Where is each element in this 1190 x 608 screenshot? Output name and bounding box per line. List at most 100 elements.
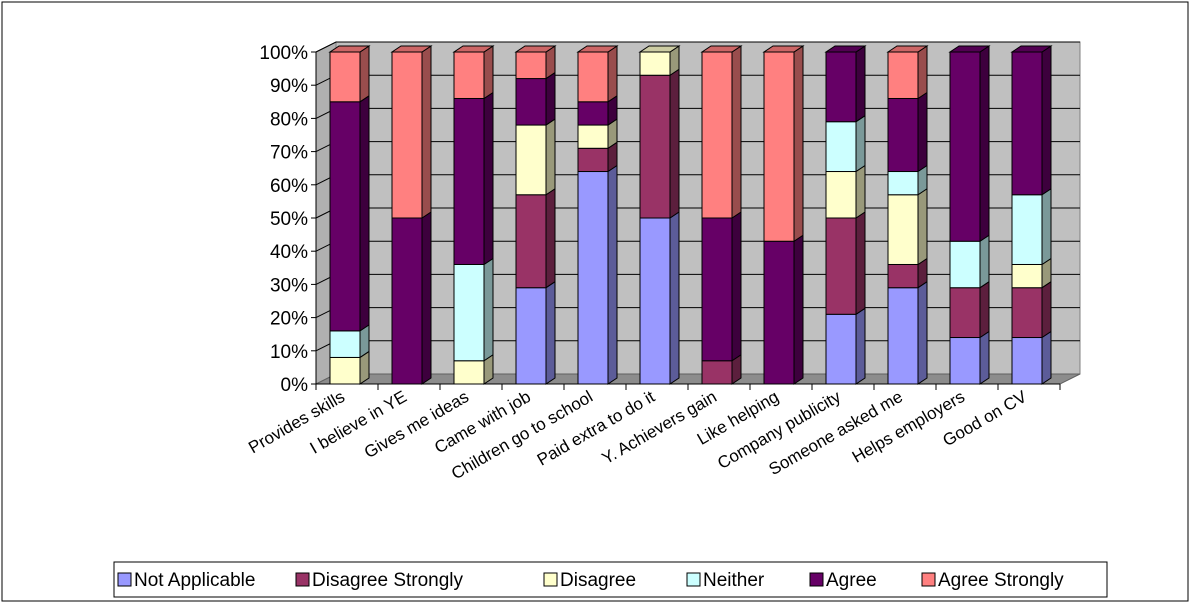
bar-segment [763,51,795,242]
bar-segment [887,263,919,289]
bar-segment [887,171,919,196]
bar-segment [577,147,609,173]
bar-segment [825,217,857,315]
bar-segment [887,194,919,265]
bar-side [1041,330,1052,385]
bar-side [545,118,556,196]
bar-side [855,307,866,385]
bar-side [979,234,990,289]
y-tick-label: 10% [270,342,308,363]
y-tick-label: 50% [270,209,308,230]
bar-segment [577,51,609,103]
bar-side [917,91,928,173]
bar-segment [1011,337,1043,385]
bar-segment [329,356,361,385]
legend-swatch [921,572,936,587]
y-axis: 0% 10% 20% 30% 40% 50% 60% 70% 80% 90% 100% [259,43,317,396]
bar-segment [515,124,547,196]
bar-segment [701,360,733,385]
bar-segment [701,217,733,362]
bar-side [607,164,618,385]
bar-segment [577,124,609,149]
bars [328,45,1053,385]
y-tick-label: 0% [281,375,309,396]
bar-segment [825,171,857,219]
bar-side [917,280,928,385]
bar-side [669,211,680,385]
y-tick-label: 20% [270,309,308,330]
bar-segment [763,240,795,385]
bar-top [514,45,557,53]
bar-segment [1011,51,1043,196]
y-tick-label: 60% [270,176,308,197]
bar-top [638,45,681,53]
bar-side [669,68,680,219]
bar-segment [453,263,485,362]
bar-segment [887,97,919,173]
bar-side [855,45,866,123]
bar-side [917,187,928,266]
bar-side [793,234,804,385]
bar-side [421,45,432,219]
bar-segment [1011,263,1043,289]
gridline [315,41,1080,53]
bar-side [1041,280,1052,339]
bar-segment [515,51,547,80]
bar-segment [887,287,919,385]
bar-segment [329,51,361,103]
legend-label: Neither [703,570,765,591]
bar-segment [701,51,733,219]
bar-side [607,45,618,103]
bar-segment [949,240,981,289]
bar-segment [329,101,361,332]
legend-label: Not Applicable [134,570,255,591]
bar-segment [577,171,609,385]
y-tick-label: 70% [270,143,308,164]
bar-top [576,45,619,53]
bar-segment [639,51,671,76]
bar-side [979,45,990,243]
bar-side [793,45,804,243]
bar-side [1041,45,1052,196]
bar-top [328,45,371,53]
bar-side [545,71,556,126]
bar-segment [453,360,485,385]
legend-swatch [295,572,310,587]
bar-top [886,45,929,53]
bar-segment [515,287,547,385]
bar-side [917,45,928,100]
bar-side [979,280,990,339]
bar-side [979,330,990,385]
bar-segment [1011,287,1043,339]
legend-box [113,561,1108,598]
bar-segment [453,51,485,99]
bar-top [948,45,991,53]
bar-segment [1011,194,1043,265]
bar-side [731,211,742,362]
y-tick-label: 30% [270,275,308,296]
bar-segment [329,330,361,358]
bar-side [421,211,432,385]
bar-side [1041,187,1052,266]
bar-segment [577,101,609,126]
bar-segment [949,51,981,242]
bar-segment [949,337,981,385]
bar-side [359,45,370,103]
bar-top [762,45,805,53]
legend-swatch [117,572,132,587]
bar-top [452,45,495,53]
y-tick-label: 40% [270,242,308,263]
bar-side [545,280,556,385]
bar-side [483,45,494,100]
y-tick-label: 100% [259,43,308,64]
legend-label: Agree [826,570,877,591]
bar-segment [949,287,981,339]
bar-side [855,114,866,173]
bar-segment [825,313,857,385]
bar-segment [639,217,671,385]
bar-segment [453,97,485,265]
bar-segment [825,121,857,173]
bar-top [1010,45,1053,53]
bar-side [855,211,866,316]
